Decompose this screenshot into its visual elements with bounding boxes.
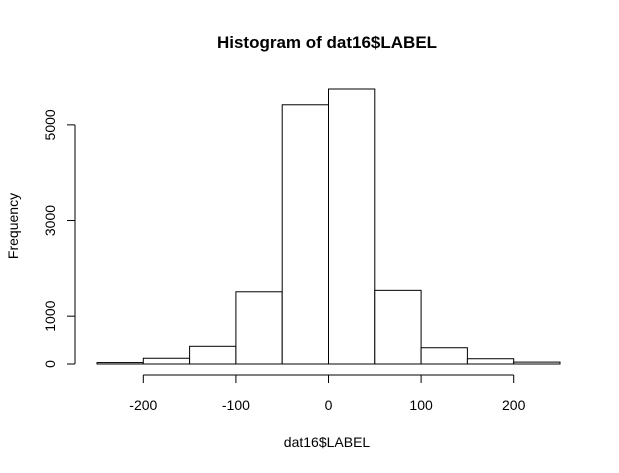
histogram-bar-0 [96,362,144,365]
y-axis: 0 1000 3000 5000 [42,109,76,368]
histogram-bar-6 [374,289,422,365]
x-axis-label: dat16$LABEL [284,434,371,450]
y-axis-label: Frequency [5,193,21,259]
histogram-bar-4 [281,104,330,365]
histogram-bar-9 [513,361,561,365]
x-tick-label: 200 [502,397,526,413]
y-tick-label: 5000 [42,109,58,140]
x-tick-label: -200 [129,397,157,413]
histogram-bar-3 [235,291,283,365]
y-tick-label: 0 [42,360,58,368]
chart-title: Histogram of dat16$LABEL [217,33,437,52]
histogram-bar-8 [466,358,515,365]
x-tick-label: -100 [222,397,250,413]
y-tick-label: 1000 [42,300,58,331]
histogram-bars [96,88,561,365]
x-tick-label: 0 [325,397,333,413]
x-tick-label: 100 [409,397,433,413]
histogram-bar-7 [420,347,468,365]
histogram-bar-5 [328,88,376,365]
histogram-bar-2 [189,345,237,365]
histogram-bar-1 [142,357,191,365]
y-tick-label: 3000 [42,205,58,236]
x-axis: -200 -100 0 100 200 [129,374,526,413]
